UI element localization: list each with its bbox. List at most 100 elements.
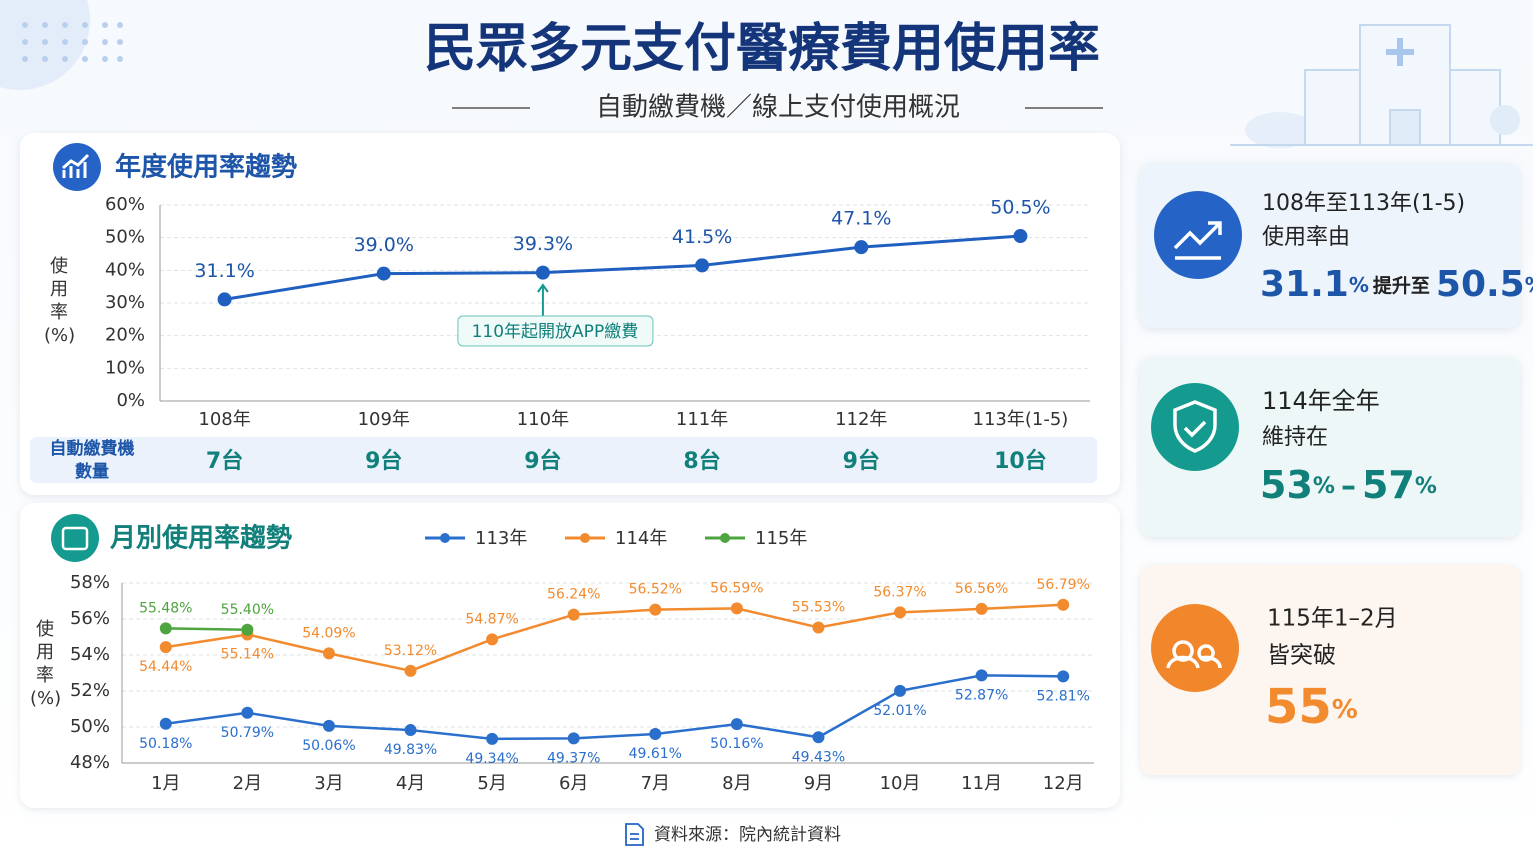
x-tick-label: 111年 xyxy=(676,409,728,430)
stat-unit: % xyxy=(1525,273,1533,297)
icon-glyph xyxy=(62,153,90,178)
data-label: 50.16% xyxy=(710,736,763,752)
y-tick-label: 48% xyxy=(70,752,110,773)
data-label: 50.18% xyxy=(139,736,192,752)
point xyxy=(241,706,254,719)
point xyxy=(404,664,417,677)
x-tick-label: 5月 xyxy=(477,773,506,794)
card-text: 108年至113年(1-5) xyxy=(1262,191,1465,216)
panel-icon xyxy=(53,143,101,191)
legend-label: 113年 xyxy=(475,528,527,549)
stat-number: 55 xyxy=(1265,679,1332,735)
data-label: 56.56% xyxy=(955,581,1008,597)
card-text: 維持在 xyxy=(1262,425,1328,450)
table-cell: 9台 xyxy=(524,448,561,474)
table-cell: 9台 xyxy=(843,448,880,474)
card xyxy=(1140,357,1520,537)
chart-title: 年度使用率趨勢 xyxy=(115,152,297,183)
point xyxy=(241,623,254,636)
y-tick-label: 56% xyxy=(70,608,110,629)
series-line xyxy=(165,674,1064,741)
table-cell: 10台 xyxy=(994,448,1047,474)
data-label: 55.14% xyxy=(221,646,274,662)
y-tick-label: 52% xyxy=(70,680,110,701)
source-icon xyxy=(625,823,644,846)
row-label: 數量 xyxy=(75,461,109,482)
y-axis-label: 使用率(%) xyxy=(44,256,75,346)
table-cell: 8台 xyxy=(683,448,720,474)
stat-unit: % xyxy=(1313,474,1335,499)
y-tick-label: 50% xyxy=(70,716,110,737)
x-tick-label: 8月 xyxy=(722,773,751,794)
point xyxy=(322,647,335,660)
x-tick-label: 112年 xyxy=(835,409,887,430)
card-text: 115年1–2月 xyxy=(1267,606,1398,632)
x-tick-label: 110年 xyxy=(517,409,569,430)
legend-dot xyxy=(580,533,590,543)
point xyxy=(376,266,391,281)
data-label: 55.40% xyxy=(221,602,274,618)
point xyxy=(695,258,710,273)
y-tick-label: 40% xyxy=(105,259,145,280)
legend-label: 115年 xyxy=(755,528,807,549)
point xyxy=(854,240,869,255)
data-label: 47.1% xyxy=(831,208,891,230)
dots-decor xyxy=(22,22,123,62)
y-tick-label: 20% xyxy=(105,325,145,346)
x-tick-label: 2月 xyxy=(233,773,262,794)
point xyxy=(812,731,825,744)
data-label: 41.5% xyxy=(672,226,732,248)
point xyxy=(159,717,172,730)
source: 資料來源：院內統計資料 xyxy=(654,825,841,845)
card xyxy=(1140,163,1520,328)
icon-glyph xyxy=(1173,400,1217,453)
point xyxy=(535,265,550,280)
point xyxy=(567,608,580,621)
annotation-arrow xyxy=(537,283,549,316)
card-text: 皆突破 xyxy=(1267,643,1336,669)
data-label: 55.48% xyxy=(139,600,192,616)
data-label: 52.87% xyxy=(955,687,1008,703)
x-tick-label: 11月 xyxy=(961,773,1002,794)
point xyxy=(975,602,988,615)
data-label: 56.79% xyxy=(1037,577,1090,593)
point xyxy=(1057,670,1070,683)
point xyxy=(486,633,499,646)
point xyxy=(730,602,743,615)
point xyxy=(730,718,743,731)
x-tick-label: 1月 xyxy=(151,773,180,794)
y-tick-label: 60% xyxy=(105,194,145,215)
y-axis-label: 使用率(%) xyxy=(30,619,61,709)
legend-label: 114年 xyxy=(615,528,667,549)
x-tick-label: 7月 xyxy=(641,773,670,794)
card-icon xyxy=(1154,191,1242,279)
y-tick-label: 54% xyxy=(70,644,110,665)
data-label: 31.1% xyxy=(194,260,254,282)
x-tick-label: 109年 xyxy=(358,409,410,430)
icon-glyph xyxy=(61,526,89,551)
x-tick-label: 10月 xyxy=(880,773,921,794)
data-label: 56.59% xyxy=(710,580,763,596)
table-cell: 7台 xyxy=(206,448,243,474)
card-text: 114年全年 xyxy=(1262,387,1380,415)
stat-unit: % xyxy=(1332,695,1358,725)
panel xyxy=(20,133,1120,495)
x-tick-label: 6月 xyxy=(559,773,588,794)
panel-icon xyxy=(51,514,99,562)
icon-glyph xyxy=(1173,221,1222,260)
stat-number: 57 xyxy=(1362,463,1415,507)
data-label: 53.12% xyxy=(384,643,437,659)
stat-unit: % xyxy=(1415,474,1437,499)
point xyxy=(159,622,172,635)
chart-title: 月別使用率趨勢 xyxy=(109,523,292,554)
data-label: 55.53% xyxy=(792,599,845,615)
hospital-decor xyxy=(1230,24,1533,148)
point xyxy=(486,732,499,745)
point xyxy=(894,684,907,697)
x-tick-label: 12月 xyxy=(1043,773,1084,794)
data-label: 52.81% xyxy=(1037,688,1090,704)
point xyxy=(322,719,335,732)
series-line xyxy=(224,234,1021,301)
